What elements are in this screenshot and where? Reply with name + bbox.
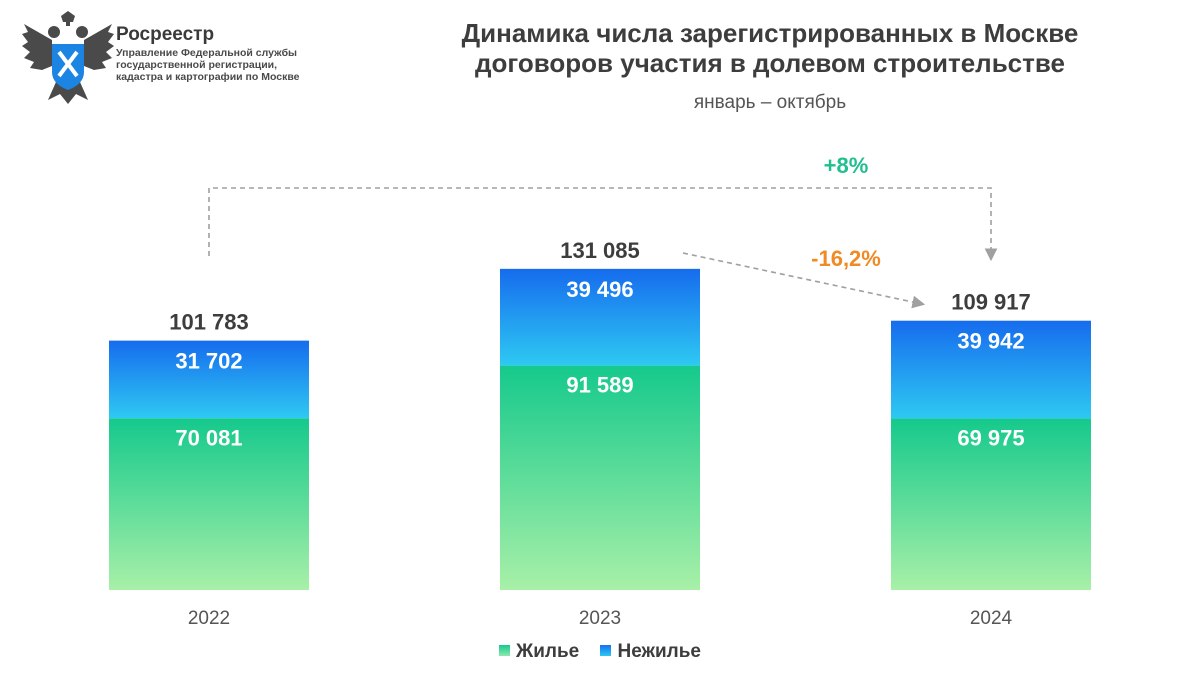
total-label-2024: 109 917	[951, 290, 1031, 315]
total-label-2023: 131 085	[560, 238, 640, 263]
bar-residential-2023	[500, 365, 700, 590]
org-description: Управление Федеральной службы государств…	[116, 47, 300, 83]
bar-nonresidential-2023	[500, 268, 700, 366]
data-label-nonresidential-2023: 39 496	[566, 277, 633, 302]
bar-nonresidential-2022	[109, 340, 309, 419]
chart-title-line-2: договоров участия в долевом строительств…	[475, 48, 1065, 78]
data-label-residential-2022: 70 081	[175, 425, 242, 450]
legend-label-nonresidential: Нежилье	[617, 641, 701, 662]
annotation-arrow-2022-2024	[208, 187, 998, 262]
chart-title-line-1: Динамика числа зарегистрированных в Моск…	[461, 18, 1079, 48]
bar-residential-2022	[109, 418, 309, 590]
annotation-label-2023-2024: -16,2%	[811, 246, 881, 271]
annotation-label-2022-2024: +8%	[824, 153, 869, 178]
chart-subtitle: январь – октябрь	[693, 92, 847, 113]
legend-label-residential: Жилье	[516, 641, 580, 662]
bar-nonresidential-2024	[891, 320, 1091, 419]
data-label-nonresidential-2022: 31 702	[175, 349, 242, 374]
bar-residential-2024	[891, 418, 1091, 590]
legend-item-residential: Жилье	[499, 641, 579, 663]
data-label-residential-2023: 91 589	[566, 373, 633, 398]
total-label-2022: 101 783	[169, 310, 249, 335]
x-tick-label-2024: 2024	[970, 608, 1013, 629]
x-tick-label-2022: 2022	[188, 608, 230, 629]
org-name: Росреестр	[116, 24, 215, 45]
data-label-residential-2024: 69 975	[957, 426, 1024, 451]
annotation-arrow-2023-2024	[682, 252, 926, 309]
chart-title: Динамика числа зарегистрированных в Моск…	[370, 18, 1170, 78]
x-tick-label-2023: 2023	[579, 608, 621, 629]
chart-legend: Жилье Нежилье	[0, 641, 1200, 663]
legend-item-nonresidential: Нежилье	[600, 641, 701, 663]
data-label-nonresidential-2024: 39 942	[957, 329, 1024, 354]
legend-swatch-residential	[499, 645, 511, 656]
legend-swatch-nonresidential	[600, 645, 612, 656]
rosreestr-emblem-icon	[22, 11, 114, 104]
